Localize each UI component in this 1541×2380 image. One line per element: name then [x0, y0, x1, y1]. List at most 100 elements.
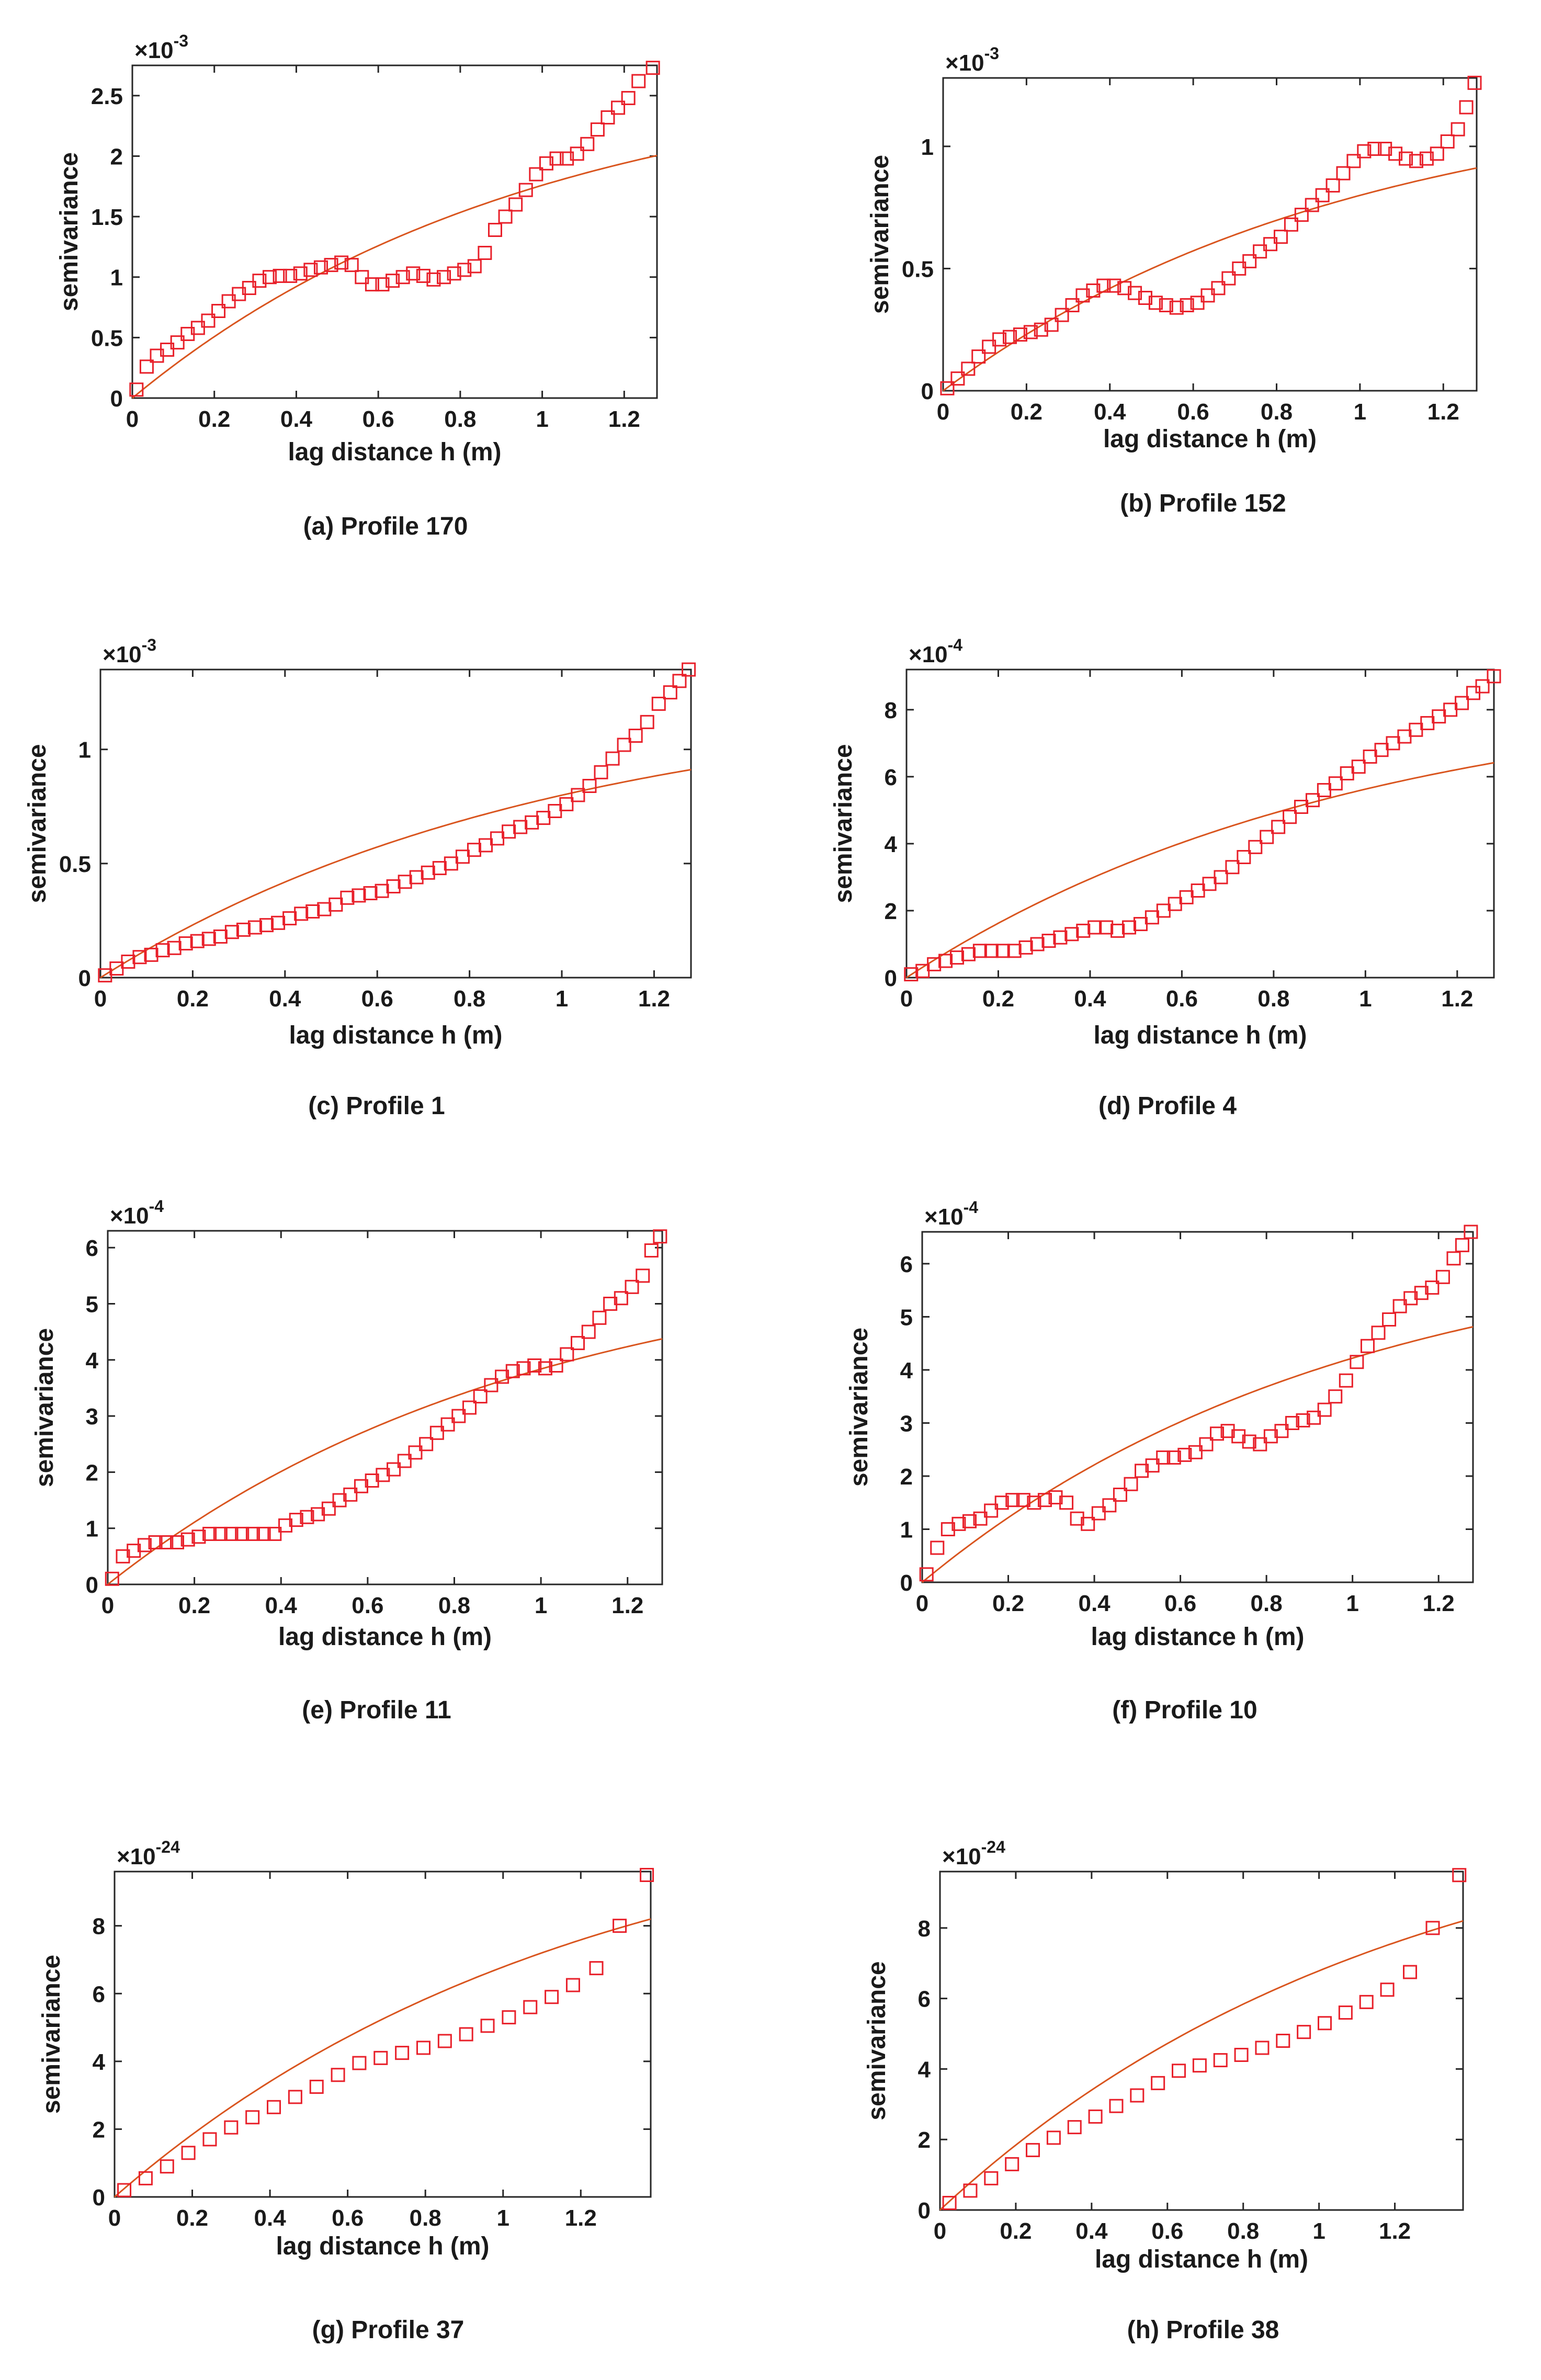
data-point — [538, 1361, 552, 1376]
data-point — [539, 156, 553, 171]
exponent-base: ×10 — [942, 1844, 981, 1869]
data-point — [235, 1526, 250, 1541]
data-point — [305, 904, 320, 919]
y-tick-label: 1.5 — [91, 205, 123, 230]
data-point — [282, 911, 297, 926]
x-tick-label: 0.4 — [265, 1593, 298, 1618]
data-point — [340, 890, 355, 905]
data-point — [1145, 910, 1159, 925]
data-point — [375, 883, 389, 898]
data-point — [581, 1324, 596, 1339]
data-point — [293, 266, 308, 281]
plot-area-frame — [939, 1871, 1464, 2211]
data-point — [1026, 2143, 1040, 2157]
x-tick-label: 0.6 — [1151, 2218, 1183, 2244]
exponent-power: -24 — [981, 1838, 1005, 1856]
x-tick-label: 0.6 — [332, 2205, 364, 2231]
y-tick-label: 2 — [900, 1464, 913, 1490]
x-axis-label: lag distance h (m) — [289, 1022, 502, 1049]
data-point — [1013, 327, 1027, 342]
data-point — [1053, 930, 1068, 945]
data-point — [421, 865, 435, 880]
x-tick-label: 0 — [934, 2218, 946, 2244]
data-point — [1067, 2120, 1082, 2135]
data-point — [324, 258, 338, 273]
data-point — [416, 268, 430, 283]
data-point — [137, 1538, 152, 1552]
data-point — [1371, 1325, 1386, 1340]
y-axis-label: semivariance — [845, 1328, 873, 1487]
data-point — [559, 797, 574, 811]
data-point — [1005, 2157, 1019, 2171]
y-tick-label: 4 — [86, 1348, 99, 1374]
data-point — [625, 1279, 639, 1294]
y-tick-label: 6 — [918, 1987, 931, 2012]
data-point — [1253, 244, 1267, 259]
data-point — [640, 715, 654, 729]
data-point — [267, 1526, 282, 1541]
y-tick-label: 4 — [900, 1358, 913, 1384]
data-point — [950, 950, 965, 965]
x-tick-label: 0.8 — [438, 1593, 470, 1618]
y-axis-exponent: ×10-24 — [117, 1838, 180, 1869]
data-point — [1199, 1437, 1214, 1452]
data-point — [398, 875, 412, 889]
y-tick-label: 2.5 — [91, 84, 123, 109]
data-point — [592, 1310, 607, 1325]
x-tick-label: 0.2 — [992, 1591, 1024, 1616]
data-point — [321, 1501, 336, 1516]
data-point — [938, 954, 953, 968]
data-point — [1455, 1238, 1469, 1252]
fitted-model-curve — [943, 167, 1477, 392]
data-point — [640, 1867, 654, 1882]
data-point — [178, 936, 193, 951]
y-tick-label: 0 — [918, 2198, 931, 2224]
fitted-model-curve — [906, 762, 1494, 979]
data-point — [919, 1567, 934, 1582]
y-tick-label: 8 — [93, 1914, 105, 1940]
x-tick-label: 0.4 — [269, 986, 301, 1012]
y-tick-label: 2 — [86, 1460, 98, 1486]
x-tick-label: 0.2 — [982, 986, 1014, 1012]
data-point — [1318, 2016, 1332, 2031]
data-point — [334, 255, 349, 270]
x-tick-label: 0.2 — [176, 2205, 208, 2231]
y-tick-label: 0 — [110, 386, 123, 412]
x-tick-label: 1 — [1312, 2218, 1325, 2244]
data-point — [951, 1516, 966, 1531]
data-point — [1003, 330, 1017, 344]
data-point — [180, 1532, 195, 1547]
data-point — [365, 277, 379, 292]
data-point — [1451, 122, 1465, 137]
data-point — [611, 100, 626, 115]
panel-caption: (h) Profile 38 — [1127, 2316, 1279, 2344]
data-point — [467, 843, 481, 857]
data-point — [1414, 1286, 1429, 1300]
data-point — [459, 2027, 473, 2042]
chart-panel-g: 0 0.2 0.4 0.6 0.8 1 1.2 0 2 4 6 8 ×10-24 lag distance… — [38, 1838, 654, 2344]
data-point — [1260, 830, 1274, 844]
data-point — [1102, 1498, 1117, 1513]
x-tick-label: 0.2 — [198, 406, 230, 432]
data-point — [1388, 146, 1403, 161]
exponent-power: -4 — [149, 1197, 164, 1216]
exponent-power: -4 — [948, 636, 963, 654]
x-tick-label: 0 — [126, 406, 139, 432]
data-point — [962, 1514, 977, 1528]
data-point — [1188, 1445, 1203, 1459]
y-tick-label: 6 — [900, 1252, 913, 1277]
data-point — [386, 274, 400, 288]
data-point — [213, 929, 228, 944]
y-tick-label: 3 — [900, 1411, 913, 1436]
data-point — [129, 382, 144, 397]
y-tick-label: 5 — [86, 1291, 98, 1317]
data-point — [1425, 1921, 1440, 1935]
data-point — [1214, 870, 1228, 885]
y-tick-label: 0.5 — [91, 325, 123, 351]
chart-panel-b: 0 0.2 0.4 0.6 0.8 1 1.2 0 0.5 1 ×10-3 lag distance … — [866, 44, 1482, 517]
exponent-base: ×10 — [945, 50, 984, 76]
data-point — [1386, 736, 1400, 751]
data-point — [1202, 877, 1217, 891]
data-point — [589, 1961, 604, 1976]
y-tick-label: 2 — [885, 899, 897, 924]
